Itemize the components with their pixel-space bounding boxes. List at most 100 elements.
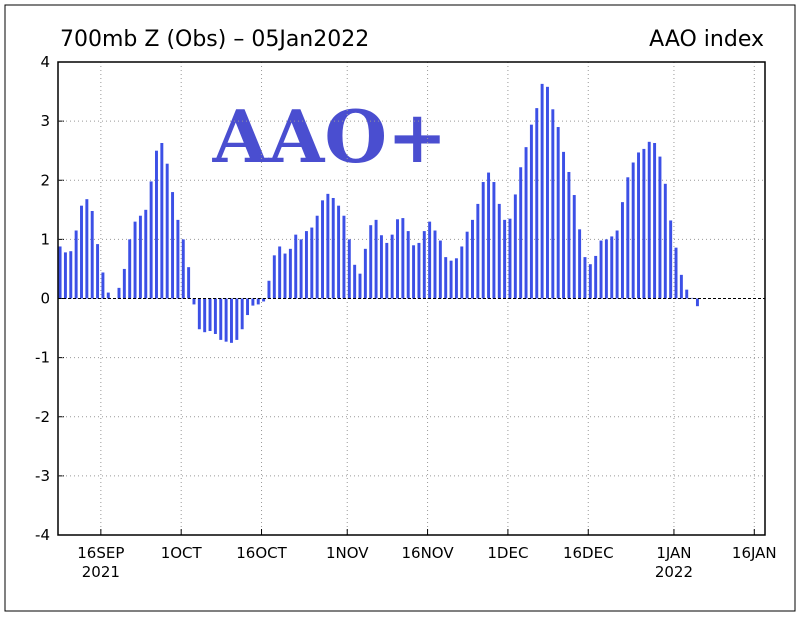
bar <box>476 203 480 299</box>
bar <box>326 193 330 299</box>
bar <box>546 86 549 299</box>
chart-subtitle: AAO index <box>649 27 764 52</box>
y-tick-label: 0 <box>40 290 50 308</box>
bar <box>663 183 667 299</box>
bar <box>513 194 517 299</box>
bar <box>331 197 335 299</box>
bar <box>267 280 271 299</box>
bar <box>262 298 266 302</box>
bar <box>390 234 394 299</box>
bar <box>197 298 201 330</box>
bar <box>690 297 694 299</box>
bar <box>685 289 689 299</box>
bar <box>165 163 169 299</box>
bar <box>503 219 507 299</box>
bar <box>310 227 314 299</box>
bar <box>620 202 624 299</box>
bar <box>567 171 571 299</box>
bar <box>101 272 105 299</box>
bar <box>337 205 341 299</box>
bar <box>417 242 421 299</box>
bar <box>615 230 619 299</box>
bar <box>653 143 657 299</box>
y-tick-label: -1 <box>35 349 50 367</box>
bar <box>540 83 544 299</box>
bar <box>106 292 110 299</box>
bar <box>422 231 426 299</box>
bar <box>74 230 78 299</box>
bar <box>304 231 308 299</box>
frame <box>4 4 796 612</box>
x-tick-label: 16NOV <box>402 544 455 562</box>
bar <box>90 210 94 299</box>
y-tick-label: 1 <box>40 230 50 248</box>
bar <box>647 141 651 299</box>
bar <box>219 298 223 340</box>
bar <box>508 218 512 299</box>
x-tick-label: 16OCT <box>236 544 287 562</box>
bar <box>363 248 367 299</box>
bar <box>369 225 373 299</box>
bar <box>396 219 399 299</box>
bar <box>278 246 282 299</box>
bar <box>256 298 260 305</box>
bar <box>674 247 678 299</box>
bar <box>401 218 405 299</box>
bar <box>572 195 576 299</box>
bar <box>669 220 673 299</box>
bar <box>492 182 496 299</box>
bar <box>171 192 175 299</box>
bar <box>208 298 212 332</box>
bar <box>679 274 683 299</box>
bar <box>562 151 566 299</box>
bar <box>321 200 324 299</box>
bar <box>642 148 646 299</box>
bar <box>438 240 442 299</box>
bar <box>374 219 378 299</box>
x-tick-label: 1JAN 2022 <box>655 544 693 581</box>
bar <box>578 229 582 299</box>
bar <box>551 109 555 299</box>
bar <box>497 203 501 299</box>
x-tick-label: 16JAN <box>732 544 777 562</box>
bar <box>379 235 383 299</box>
bar <box>272 255 276 299</box>
bar <box>160 143 164 299</box>
bar <box>117 287 121 299</box>
bar <box>58 246 62 299</box>
bar <box>385 242 389 299</box>
bar <box>133 221 137 299</box>
bar <box>406 231 410 299</box>
bar <box>96 244 100 299</box>
y-tick-label: 3 <box>40 112 50 130</box>
bar <box>213 298 217 334</box>
bar <box>187 267 191 299</box>
x-tick-label: 1NOV <box>326 544 369 562</box>
bar <box>288 248 292 299</box>
x-tick-label: 1DEC <box>487 544 528 562</box>
bar <box>358 273 362 299</box>
bar <box>251 298 255 306</box>
bar <box>283 253 287 299</box>
chart-title: 700mb Z (Obs) – 05Jan2022 <box>60 27 369 52</box>
bar <box>347 239 351 299</box>
bar <box>155 150 158 299</box>
bar <box>695 298 699 307</box>
bar <box>454 258 458 299</box>
bar <box>604 239 608 299</box>
bar <box>610 236 614 299</box>
bar <box>583 257 587 299</box>
bar <box>594 255 598 299</box>
bar <box>588 264 592 299</box>
y-tick-label: -4 <box>35 526 50 544</box>
bar <box>524 147 528 299</box>
x-tick-label: 16DEC <box>563 544 614 562</box>
bar <box>315 215 319 299</box>
bar <box>433 230 437 299</box>
bar <box>342 215 346 299</box>
bar <box>176 219 180 299</box>
bar <box>85 199 89 299</box>
bar <box>235 298 239 340</box>
bar <box>449 260 453 299</box>
